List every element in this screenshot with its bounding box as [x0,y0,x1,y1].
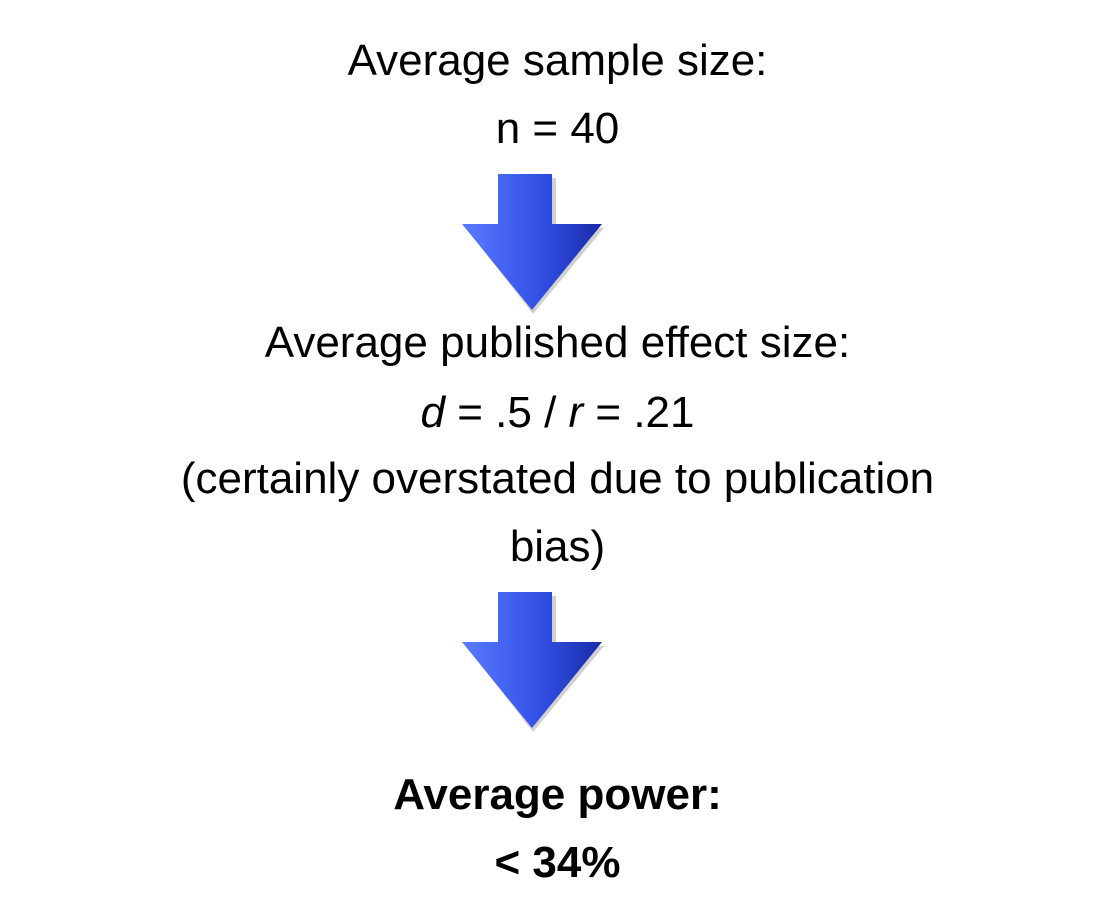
down-arrow-icon [462,174,606,316]
sample-size-label: Average sample size: [347,36,768,85]
power-label: Average power: [393,770,722,819]
effect-size-label: Average published effect size: [264,318,851,367]
power-value: < 34% [494,838,621,887]
r-value: = .21 [583,388,695,437]
effect-size-note-line1: (certainly overstated due to publication [180,454,935,503]
effect-size-values: d = .5 / r = .21 [0,380,1115,446]
d-symbol: d [420,388,445,437]
down-arrow-icon [462,592,606,734]
r-symbol: r [568,388,584,437]
sample-size-value: n = 40 [495,104,620,153]
effect-size-note-line2: bias) [509,522,606,571]
d-value: = .5 / [445,388,569,437]
